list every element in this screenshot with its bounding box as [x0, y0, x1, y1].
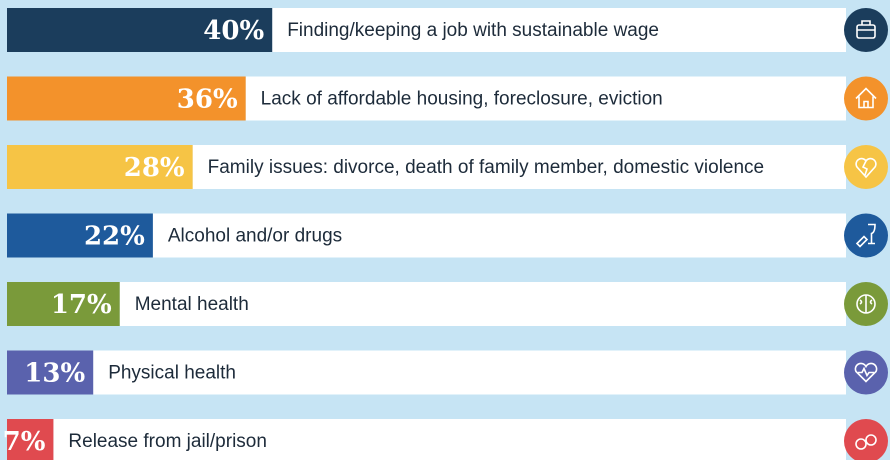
icon-part	[855, 157, 877, 179]
icon-part	[855, 223, 876, 248]
value-label: 40%	[203, 16, 264, 46]
icon-part	[854, 362, 878, 383]
icon-part	[856, 24, 876, 39]
category-label: Finding/keeping a job with sustainable w…	[287, 20, 659, 41]
icon-part	[859, 295, 873, 313]
value-label: 36%	[177, 85, 238, 115]
label-background	[152, 213, 847, 258]
icon-part	[855, 438, 867, 450]
label-background	[53, 419, 847, 460]
category-label: Alcohol and/or drugs	[168, 226, 342, 247]
value-label: 13%	[24, 359, 85, 389]
value-label: 7%	[3, 427, 46, 457]
icon-part	[857, 20, 875, 31]
bar	[7, 350, 94, 395]
bar	[7, 419, 54, 460]
icon-part	[855, 87, 877, 109]
label-background	[245, 76, 846, 121]
category-label: Family issues: divorce, death of family …	[208, 157, 765, 178]
category-label: Physical health	[108, 363, 236, 384]
bar	[7, 213, 153, 258]
label-background	[93, 350, 846, 395]
icon-part	[865, 434, 877, 446]
label-background	[192, 145, 846, 189]
bar	[7, 145, 193, 189]
bar	[7, 282, 120, 326]
value-label: 28%	[124, 153, 185, 183]
value-label: 17%	[51, 290, 112, 320]
icon	[844, 282, 888, 326]
category-label: Release from jail/prison	[68, 431, 267, 452]
icon-circle	[844, 145, 888, 189]
label-background	[119, 282, 846, 326]
icon	[844, 8, 888, 52]
icon	[844, 419, 888, 460]
icon	[844, 76, 888, 121]
bar	[7, 76, 246, 121]
icon	[844, 350, 888, 395]
icon	[844, 145, 888, 189]
icon	[844, 213, 888, 258]
label-background	[272, 8, 846, 52]
category-label: Lack of affordable housing, foreclosure,…	[261, 89, 663, 110]
value-label: 22%	[84, 222, 145, 252]
bar	[7, 8, 273, 52]
icon-circle	[844, 76, 888, 121]
icon-circle	[844, 213, 888, 258]
category-label: Mental health	[135, 294, 249, 315]
